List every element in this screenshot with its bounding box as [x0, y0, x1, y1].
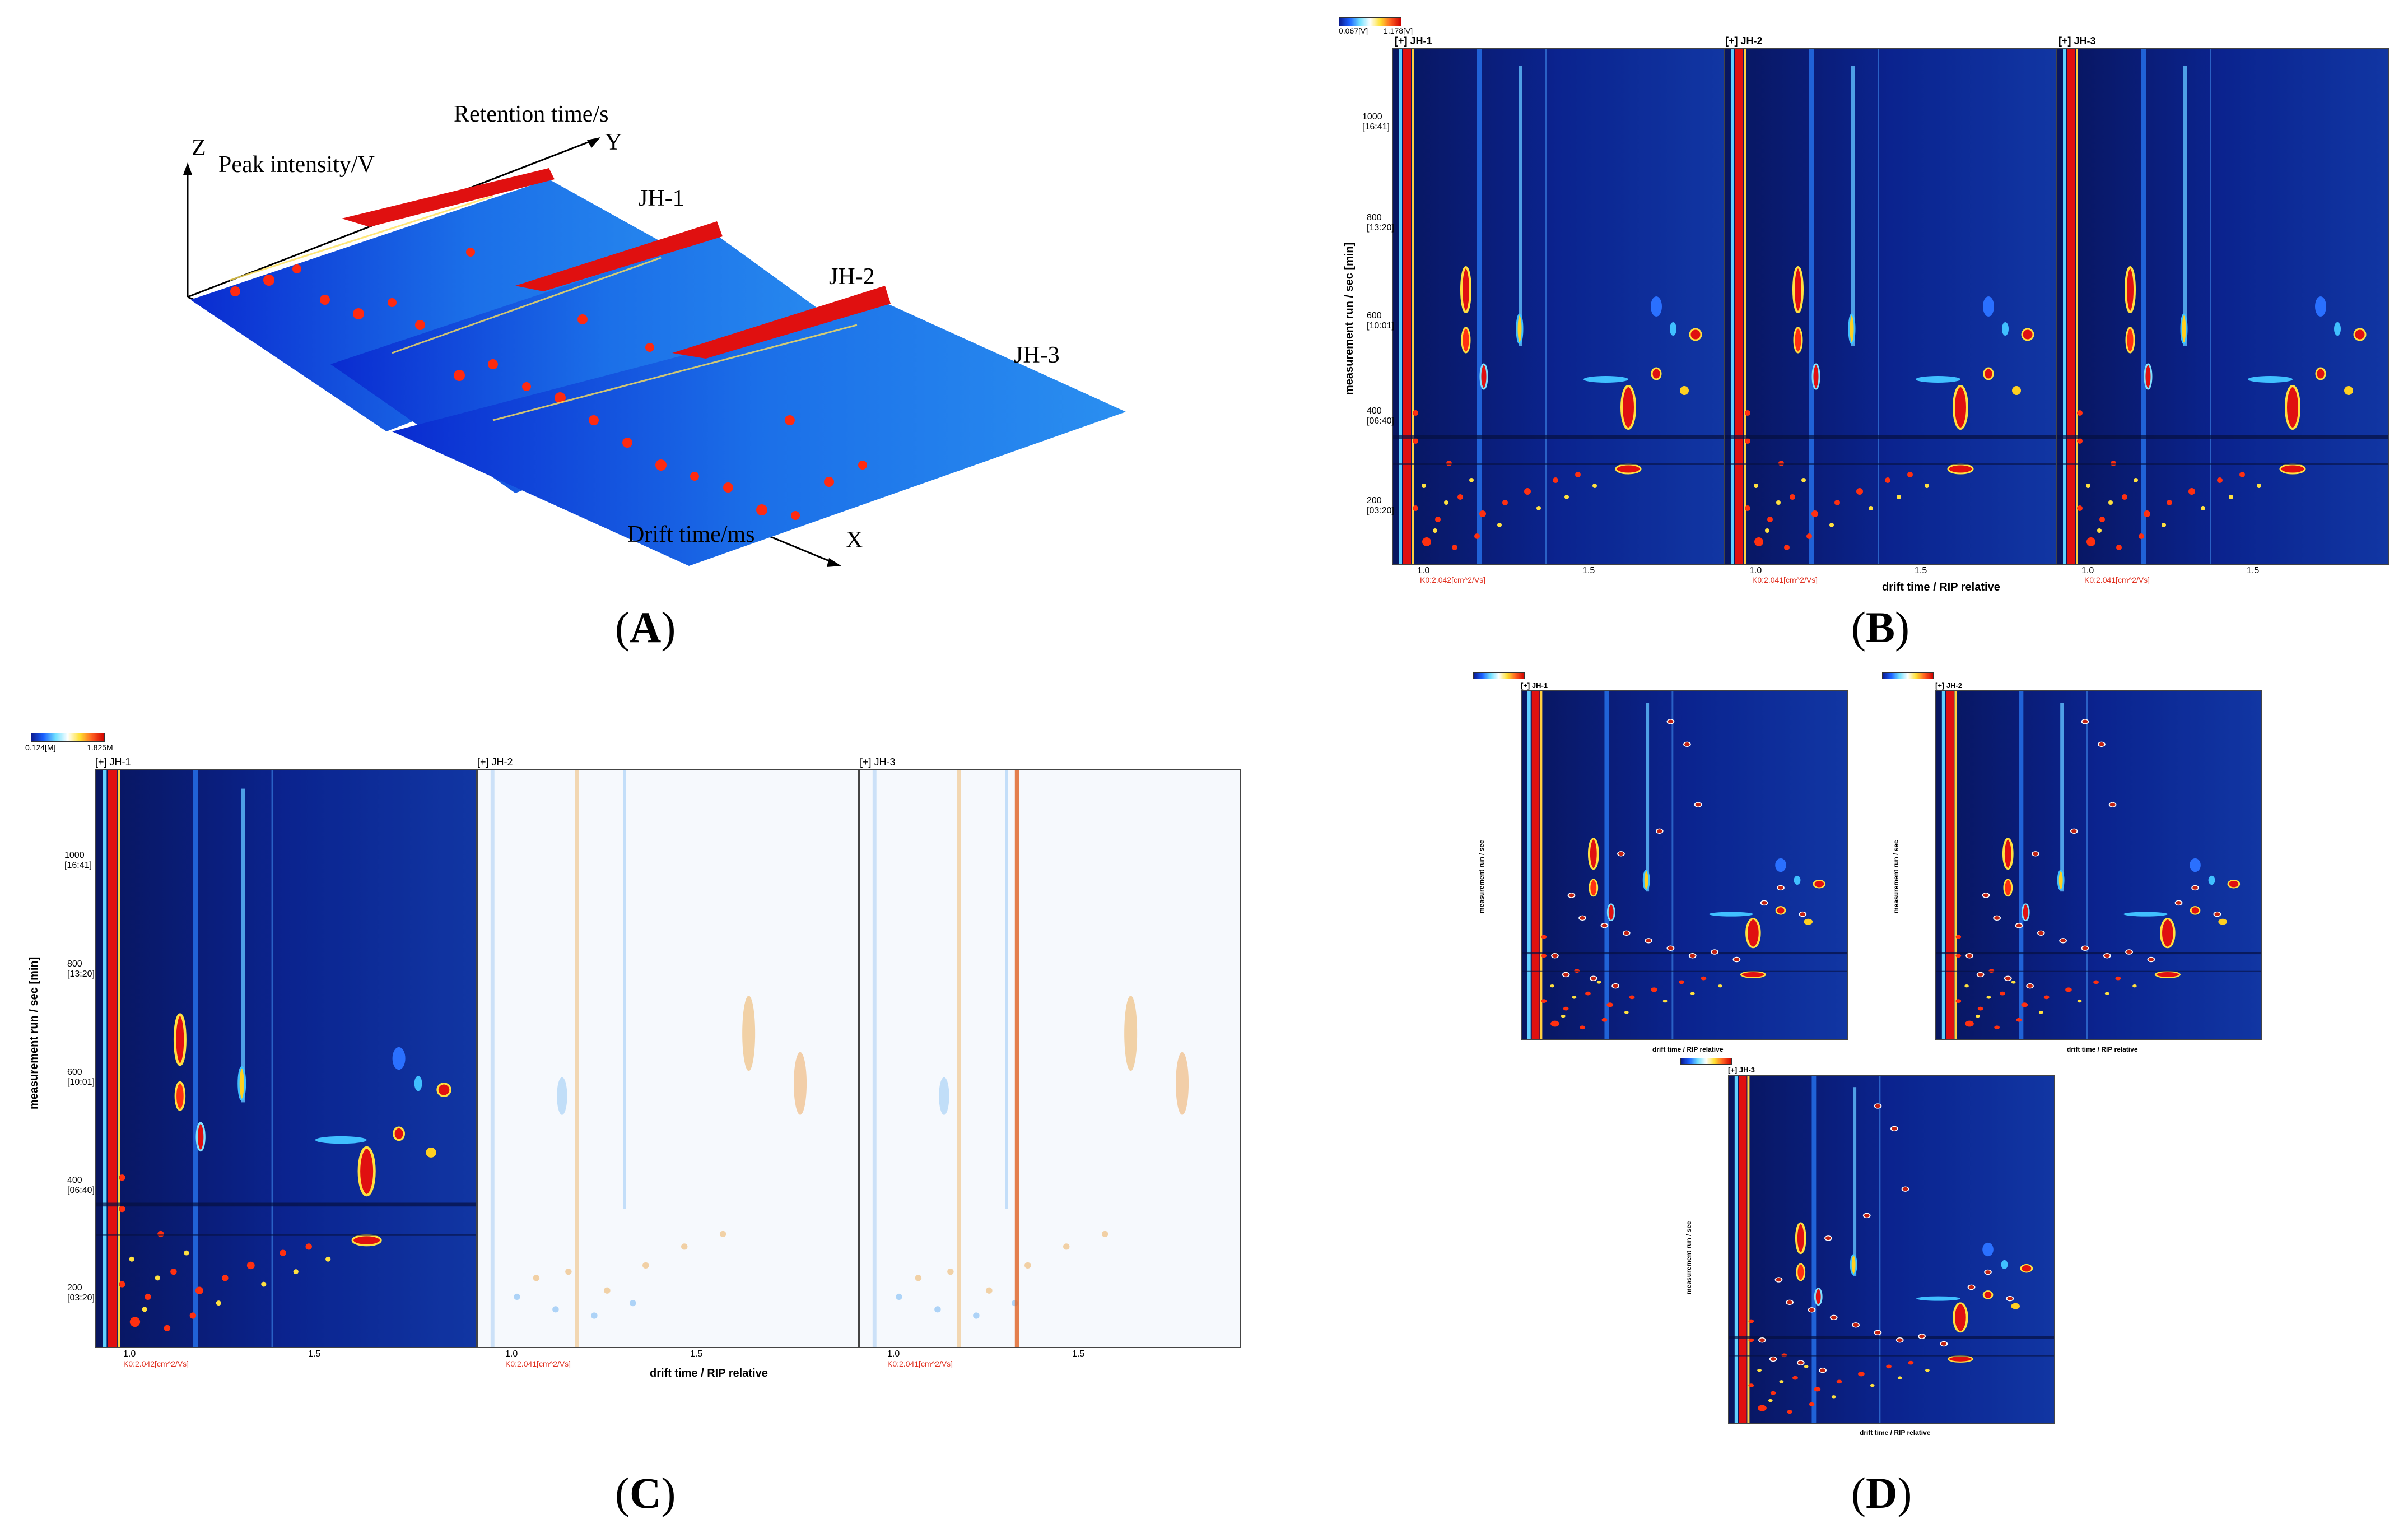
xtick-c3-1: 1.0: [887, 1349, 900, 1359]
colorbar-b: [1339, 17, 1401, 26]
sample-title-c2: [+] JH-2: [477, 756, 513, 768]
ytick-c-200: 200 [03:20]: [67, 1283, 95, 1303]
axis-y-letter: Y: [605, 129, 622, 155]
k0-b3: K0:2.041[cm^2/Vs]: [2084, 575, 2150, 584]
difference-c3: [859, 769, 1241, 1348]
panel-a-3d-plot: [183, 137, 1126, 567]
axis-z-letter: Z: [192, 135, 206, 161]
z-axis-title: Peak intensity/V: [218, 152, 375, 178]
spectrum-c1: [95, 769, 477, 1348]
sample-label-jh1: JH-1: [639, 185, 684, 211]
ytick-b-400: 400 [06:40]: [1367, 406, 1394, 426]
xtick-b3-2: 1.5: [2247, 566, 2260, 575]
y-axis-title-d1: measurement run / sec: [1478, 840, 1485, 913]
ytick-c-600: 600 [10:01]: [67, 1067, 95, 1087]
spectrum-d1: [1521, 690, 1848, 1040]
x-axis-title-c: drift time / RIP relative: [650, 1367, 768, 1379]
spectrum-b3: [2056, 48, 2389, 565]
x-axis-title-d1: drift time / RIP relative: [1652, 1046, 1724, 1053]
y-axis-title-b: measurement run / sec [min]: [1343, 242, 1356, 395]
x-axis-title-b: drift time / RIP relative: [1882, 581, 2000, 593]
ytick-c-1000: 1000 [16:41]: [64, 851, 92, 870]
sample-title-c3: [+] JH-3: [860, 756, 896, 768]
x-axis-title-d3: drift time / RIP relative: [1860, 1429, 1931, 1437]
ytick-c-400: 400 [06:40]: [67, 1176, 95, 1195]
xtick-b2-1: 1.0: [1749, 566, 1762, 575]
xtick-c3-2: 1.5: [1072, 1349, 1085, 1359]
xtick-b1-2: 1.5: [1582, 566, 1595, 575]
sample-title-b2: [+] JH-2: [1725, 35, 1763, 47]
panel-c-label: (C): [615, 1469, 676, 1517]
xtick-c2-2: 1.5: [690, 1349, 703, 1359]
panel-d-label: (D): [1851, 1469, 1912, 1517]
sample-title-d3: [+] JH-3: [1728, 1066, 1755, 1074]
spectrum-b2: [1724, 48, 2057, 565]
ytick-b-1000: 1000 [16:41]: [1362, 112, 1390, 132]
k0-c3: K0:2.041[cm^2/Vs]: [887, 1359, 953, 1368]
colorbar-c: [31, 733, 105, 742]
y-axis-title-d2: measurement run / sec: [1892, 840, 1900, 913]
sample-title-b1: [+] JH-1: [1395, 35, 1432, 47]
sample-label-jh2: JH-2: [829, 264, 875, 290]
xtick-b2-2: 1.5: [1915, 566, 1927, 575]
sample-title-d1: [+] JH-1: [1521, 681, 1548, 690]
ytick-c-800: 800 [13:20]: [67, 959, 95, 979]
colorbar-d2: [1882, 672, 1934, 679]
xtick-b3-1: 1.0: [2081, 566, 2094, 575]
sample-title-d2: [+] JH-2: [1935, 681, 1963, 690]
colorbar-c-max: 1.825M: [87, 743, 113, 752]
xtick-c1-2: 1.5: [308, 1349, 321, 1359]
k0-b2: K0:2.041[cm^2/Vs]: [1752, 575, 1818, 584]
ytick-b-800: 800 [13:20]: [1367, 213, 1394, 233]
panel-d: [+] JH-1 measurement run / sec drift tim…: [1468, 667, 2280, 1457]
sample-title-b3: [+] JH-3: [2058, 35, 2096, 47]
panel-a-label: (A): [615, 603, 676, 652]
sample-title-c1: [+] JH-1: [95, 756, 131, 768]
k0-c1: K0:2.042[cm^2/Vs]: [123, 1359, 189, 1368]
panel-c: 0.124[M] 1.825M [+] JH-1 [+] JH-2 [+] JH…: [17, 728, 1249, 1390]
x-axis-title: Drift time/ms: [627, 522, 755, 547]
y-axis-title: Retention time/s: [454, 101, 609, 127]
colorbar-c-min: 0.124[M]: [25, 743, 56, 752]
panel-b-label: (B): [1851, 603, 1909, 652]
ytick-b-200: 200 [03:20]: [1367, 496, 1394, 515]
colorbar-b-min: 0.067[V]: [1339, 26, 1368, 35]
x-axis-title-d2: drift time / RIP relative: [2067, 1046, 2138, 1053]
xtick-c1-1: 1.0: [123, 1349, 136, 1359]
xtick-b1-1: 1.0: [1417, 566, 1430, 575]
spectrum-b1: [1392, 48, 1725, 565]
colorbar-b-max: 1.178[V]: [1384, 26, 1413, 35]
xtick-c2-1: 1.0: [505, 1349, 518, 1359]
colorbar-d1: [1473, 672, 1525, 679]
ytick-b-600: 600 [10:01]: [1367, 311, 1394, 331]
colorbar-d3: [1680, 1058, 1732, 1065]
k0-c2: K0:2.041[cm^2/Vs]: [505, 1359, 571, 1368]
axis-x-letter: X: [846, 527, 863, 553]
spectrum-d3: [1728, 1075, 2055, 1424]
y-axis-title-c: measurement run / sec [min]: [28, 956, 40, 1109]
panel-b: 0.067[V] 1.178[V] [+] JH-1 [+] JH-2 [+] …: [1328, 14, 2392, 608]
y-axis-title-d3: measurement run / sec: [1685, 1221, 1693, 1294]
spectrum-d2: [1935, 690, 2262, 1040]
difference-c2: [477, 769, 859, 1348]
sample-label-jh3: JH-3: [1014, 342, 1060, 368]
k0-b1: K0:2.042[cm^2/Vs]: [1420, 575, 1486, 584]
panel-a: Z Y X Peak intensity/V Retention time/s …: [157, 84, 1165, 588]
